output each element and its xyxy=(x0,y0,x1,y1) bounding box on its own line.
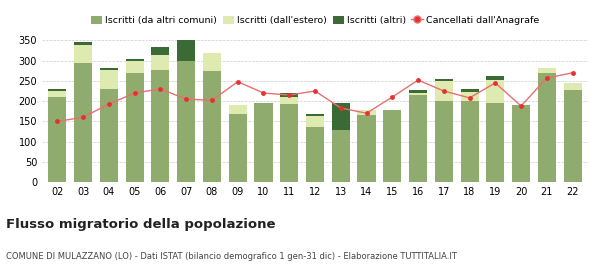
Bar xyxy=(177,40,195,61)
Bar xyxy=(74,64,92,182)
Bar xyxy=(203,71,221,182)
Bar xyxy=(151,70,169,182)
Bar xyxy=(435,81,453,101)
Bar xyxy=(486,80,504,103)
Bar xyxy=(435,79,453,81)
Bar xyxy=(409,93,427,95)
Bar xyxy=(100,67,118,69)
Bar xyxy=(461,89,479,92)
Bar xyxy=(461,101,479,182)
Bar xyxy=(486,76,504,80)
Bar xyxy=(306,127,324,182)
Bar xyxy=(486,103,504,182)
Text: Flusso migratorio della popolazione: Flusso migratorio della popolazione xyxy=(6,218,275,231)
Bar xyxy=(151,55,169,70)
Bar xyxy=(280,104,298,182)
Text: COMUNE DI MULAZZANO (LO) - Dati ISTAT (bilancio demografico 1 gen-31 dic) - Elab: COMUNE DI MULAZZANO (LO) - Dati ISTAT (b… xyxy=(6,252,457,261)
Bar xyxy=(409,95,427,182)
Bar xyxy=(280,97,298,104)
Bar xyxy=(203,53,221,71)
Bar xyxy=(49,89,67,91)
Bar xyxy=(383,110,401,182)
Bar xyxy=(461,92,479,101)
Bar xyxy=(126,59,144,62)
Bar xyxy=(254,103,272,182)
Bar xyxy=(538,68,556,73)
Bar xyxy=(409,90,427,93)
Bar xyxy=(177,61,195,182)
Bar xyxy=(229,105,247,114)
Bar xyxy=(126,62,144,73)
Bar xyxy=(229,114,247,182)
Bar xyxy=(49,97,67,182)
Bar xyxy=(512,105,530,182)
Bar xyxy=(306,114,324,116)
Bar xyxy=(538,73,556,182)
Bar xyxy=(151,47,169,55)
Bar xyxy=(358,110,376,115)
Bar xyxy=(435,101,453,182)
Bar xyxy=(563,83,581,90)
Bar xyxy=(332,130,350,182)
Bar xyxy=(280,93,298,97)
Bar xyxy=(306,116,324,127)
Bar xyxy=(358,115,376,182)
Bar xyxy=(563,90,581,182)
Bar xyxy=(49,91,67,97)
Bar xyxy=(100,69,118,89)
Legend: Iscritti (da altri comuni), Iscritti (dall'estero), Iscritti (altri), Cancellati: Iscritti (da altri comuni), Iscritti (da… xyxy=(88,12,542,29)
Bar xyxy=(126,73,144,182)
Bar xyxy=(74,42,92,45)
Bar xyxy=(332,103,350,130)
Bar xyxy=(100,89,118,182)
Bar xyxy=(74,45,92,64)
